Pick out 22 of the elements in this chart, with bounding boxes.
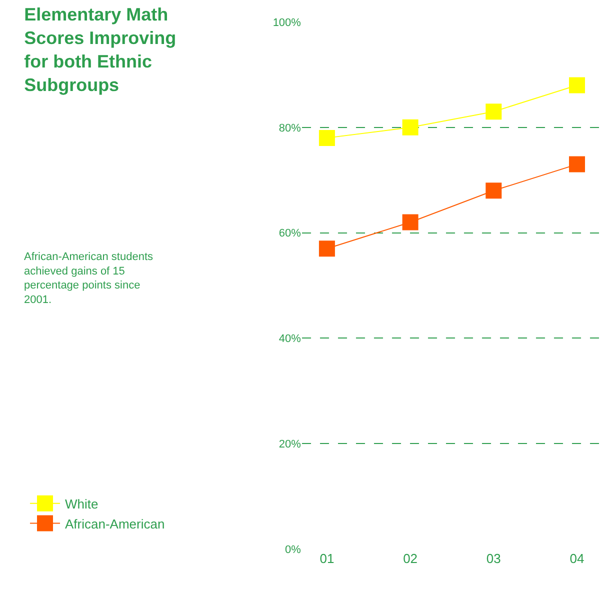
point	[318, 240, 335, 257]
x-tick-label: 03	[486, 551, 501, 566]
y-tick-label: 0%	[285, 544, 302, 556]
point	[402, 214, 418, 230]
x-tick-label: 04	[570, 551, 584, 566]
legend-label: African-American	[65, 516, 165, 532]
y-tick-label: 60%	[278, 228, 302, 240]
y-tick-label: 20%	[278, 438, 302, 450]
point	[486, 182, 502, 199]
y-tick-label: 100%	[272, 16, 302, 29]
legend-label: White	[65, 496, 98, 512]
y-tick-label: 40%	[278, 333, 302, 346]
point	[569, 77, 585, 94]
point	[318, 130, 335, 146]
point	[402, 119, 418, 136]
y-tick-label: 80%	[278, 122, 302, 134]
text: African-American students achieved gains of 15 percentage points since 2001.	[24, 251, 154, 306]
point	[569, 156, 585, 172]
text: Elementary Math Scores Improving for both Ethnic Subgroups	[24, 4, 176, 95]
point	[486, 104, 502, 120]
x-tick-label: 01	[320, 551, 334, 566]
x-tick-label: 02	[403, 551, 418, 566]
